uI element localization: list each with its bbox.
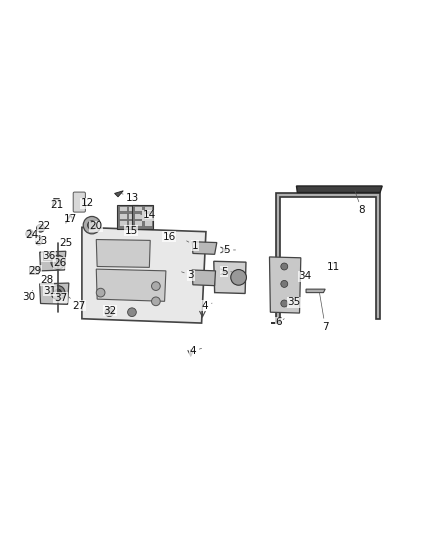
FancyBboxPatch shape (73, 192, 85, 212)
Polygon shape (306, 289, 325, 293)
Circle shape (231, 270, 247, 285)
Ellipse shape (35, 236, 42, 245)
Circle shape (26, 230, 34, 238)
Circle shape (88, 221, 96, 230)
Text: 16: 16 (162, 232, 176, 242)
Bar (144, 206, 152, 211)
Bar (29, 265, 38, 274)
Bar (134, 206, 142, 211)
Circle shape (281, 263, 288, 270)
Text: 30: 30 (22, 290, 35, 302)
Polygon shape (96, 269, 166, 301)
Text: 22: 22 (37, 221, 51, 231)
Polygon shape (115, 191, 123, 197)
Circle shape (83, 216, 101, 234)
Text: 5: 5 (223, 245, 236, 255)
Circle shape (54, 289, 61, 296)
Text: 34: 34 (299, 271, 312, 281)
Circle shape (281, 300, 288, 307)
Text: 11: 11 (326, 262, 339, 271)
Circle shape (51, 255, 65, 269)
Circle shape (152, 282, 160, 290)
Text: 7: 7 (320, 293, 328, 332)
Circle shape (54, 259, 61, 265)
Text: 36: 36 (42, 251, 55, 261)
Text: 31: 31 (43, 286, 57, 296)
Text: 24: 24 (25, 230, 39, 240)
FancyBboxPatch shape (117, 205, 138, 229)
Polygon shape (271, 192, 380, 323)
Text: 32: 32 (103, 306, 117, 316)
Circle shape (96, 288, 105, 297)
Polygon shape (40, 283, 69, 304)
Bar (134, 213, 142, 219)
Text: 4: 4 (190, 346, 201, 357)
Bar (144, 220, 152, 226)
Circle shape (127, 308, 136, 317)
Text: 8: 8 (355, 191, 365, 215)
Polygon shape (82, 228, 206, 323)
Text: 21: 21 (50, 200, 64, 209)
Bar (128, 220, 136, 226)
Bar (128, 206, 136, 211)
Text: 1: 1 (187, 240, 198, 251)
Bar (134, 220, 142, 226)
Circle shape (105, 308, 114, 317)
Circle shape (51, 286, 65, 300)
Text: 15: 15 (124, 224, 138, 236)
Polygon shape (40, 251, 66, 271)
Polygon shape (214, 261, 246, 294)
Circle shape (281, 280, 288, 287)
Text: 14: 14 (141, 210, 156, 220)
Bar (144, 213, 152, 219)
Text: 20: 20 (90, 221, 103, 231)
Bar (43, 251, 51, 260)
Polygon shape (269, 257, 301, 313)
Text: 17: 17 (64, 214, 77, 224)
Circle shape (152, 297, 160, 305)
Polygon shape (96, 239, 150, 268)
Bar (119, 206, 127, 211)
Text: 5: 5 (221, 266, 231, 277)
Polygon shape (192, 241, 217, 254)
Polygon shape (297, 186, 382, 192)
Text: 12: 12 (81, 198, 94, 208)
Text: 13: 13 (121, 193, 139, 203)
Text: 4: 4 (202, 301, 212, 311)
Text: 23: 23 (34, 236, 47, 246)
FancyBboxPatch shape (132, 205, 153, 229)
Text: 6: 6 (276, 317, 284, 327)
Text: 37: 37 (54, 293, 67, 303)
Text: 35: 35 (287, 297, 300, 307)
Text: 27: 27 (69, 297, 85, 311)
Bar (119, 220, 127, 226)
Text: 28: 28 (40, 276, 53, 286)
Text: 29: 29 (28, 266, 41, 276)
Bar (128, 213, 136, 219)
Text: 25: 25 (59, 238, 72, 247)
Circle shape (37, 224, 45, 232)
Polygon shape (192, 270, 215, 286)
Text: 26: 26 (53, 258, 67, 268)
Text: 3: 3 (182, 270, 194, 280)
Bar (119, 213, 127, 219)
